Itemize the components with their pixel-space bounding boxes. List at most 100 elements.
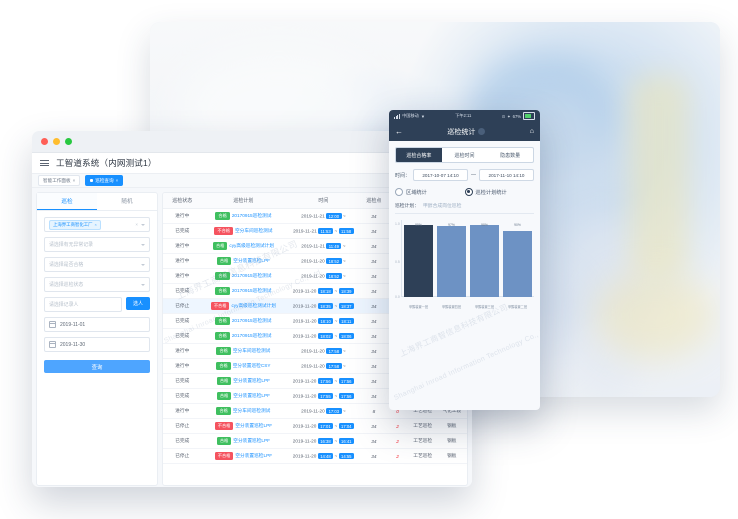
- date-start-input[interactable]: 2019-11-01: [44, 317, 150, 332]
- back-arrow-icon[interactable]: ←: [395, 126, 403, 136]
- cell-time: 2019-11-20 17:58 ~: [285, 358, 362, 374]
- plan-link[interactable]: 空分装置巡检CSY: [232, 363, 271, 368]
- plan-link[interactable]: 空分装置巡检LPF: [233, 438, 270, 443]
- chart-bar: [437, 226, 466, 297]
- status-left: 中国移动 ▼: [394, 113, 425, 119]
- cell-status: 已完成: [163, 388, 202, 404]
- minimize-button[interactable]: [53, 138, 60, 145]
- qualified-select[interactable]: 请选择是否合格: [44, 257, 150, 272]
- segment-inspect-time[interactable]: 巡检时间: [454, 152, 475, 159]
- time-chip: 17:56: [338, 378, 354, 384]
- watermark-text: Shanghai Inroad Information Technology C…: [393, 325, 540, 402]
- plan-link[interactable]: 20170915巡检测试: [231, 333, 272, 338]
- time-start-input[interactable]: 2017-10-07 14:10: [413, 169, 469, 181]
- plan-select-row[interactable]: 巡检计划： 甲醇合成岗位巡检: [395, 202, 534, 214]
- tab-inspection-query[interactable]: 巡检查询 ×: [85, 175, 124, 186]
- plan-link[interactable]: 20170915巡检测试: [231, 213, 272, 218]
- time-end-input[interactable]: 2017-11-10 14:10: [479, 169, 535, 181]
- plan-link[interactable]: 20170915巡检测试: [231, 288, 272, 293]
- tag-remove-icon[interactable]: ×: [94, 222, 97, 227]
- sidebar-tab-inspection[interactable]: 巡检: [37, 193, 97, 210]
- table-row[interactable]: 已完成 合格 空分装置巡检LPF 2019-11-20 16:38 ~ 16:41 34…: [163, 433, 467, 449]
- plan-link[interactable]: 20170915巡检测试: [231, 318, 272, 323]
- search-button[interactable]: 查询: [44, 360, 150, 373]
- photo-blur-blob: [594, 269, 715, 360]
- chart-bar-column[interactable]: 98%: [470, 223, 499, 297]
- battery-icon: [523, 112, 535, 120]
- cell-plan: 合格 20170915巡检测试: [201, 328, 286, 344]
- cell-status: 进行中: [163, 358, 202, 374]
- status-badge: 合格: [215, 317, 230, 325]
- table-row[interactable]: 已停止 不合格 空分装置巡检LPF 2019-11-20 17:01 ~ 17:04 3…: [163, 418, 467, 434]
- date-end-input[interactable]: 2019-11-30: [44, 337, 150, 352]
- time-chip: 18:18: [317, 288, 334, 294]
- cell-points: 34: [361, 328, 387, 344]
- tab-workbench[interactable]: 智能工作面板 ×: [38, 175, 81, 186]
- cell-user: 钢板: [436, 448, 467, 464]
- status-badge: 合格: [216, 257, 232, 265]
- cell-plan: 合格 20170915巡检测试: [201, 208, 286, 224]
- plan-link[interactable]: 空分车间巡检测试: [232, 408, 271, 413]
- signal-bars-icon: [394, 113, 401, 119]
- cell-plan: 合格 空分车间巡检测试: [201, 403, 286, 419]
- plan-link[interactable]: cyy高级巡检测试计划: [229, 243, 274, 248]
- sidebar-tab-random[interactable]: 随机: [121, 199, 133, 205]
- plan-link[interactable]: cyy高级巡检测试计划: [231, 303, 276, 308]
- recorder-input[interactable]: 请选择记录人: [44, 297, 122, 312]
- time-chip: 11:58: [338, 228, 354, 234]
- segment-pass-rate[interactable]: 巡检合格率: [396, 148, 442, 162]
- plan-link[interactable]: 20170915巡检测试: [231, 273, 272, 278]
- chart-bar-column[interactable]: 97%: [437, 223, 466, 297]
- plan-link[interactable]: 空分装置巡检LPF: [235, 423, 273, 428]
- radio-plan-stat[interactable]: 巡检计划统计: [464, 188, 535, 196]
- plan-link[interactable]: 空分车间巡检测试: [234, 228, 273, 233]
- cell-time: 2019-11-20 18:18 ~ 18:39: [285, 283, 362, 299]
- y-tick: 0.5: [395, 260, 400, 264]
- status-select[interactable]: 请选择巡检状态: [44, 277, 150, 292]
- chevron-down-icon: [141, 243, 145, 246]
- plan-link[interactable]: 空分装置巡检LPF: [233, 258, 270, 263]
- time-chip: 16:41: [338, 438, 354, 444]
- radio-area-stat[interactable]: 区域统计: [395, 188, 465, 196]
- close-icon[interactable]: ×: [72, 178, 76, 183]
- status-badge: 合格: [216, 407, 231, 415]
- time-chip: 18:02: [317, 333, 334, 339]
- plan-link[interactable]: 空分装置巡检LPF: [233, 393, 270, 398]
- maximize-button[interactable]: [65, 138, 72, 145]
- phone-title-wrap: 巡检统计: [403, 127, 530, 137]
- radio-icon-selected: [464, 188, 473, 196]
- cell-points: 34: [361, 223, 387, 239]
- info-icon[interactable]: [478, 128, 486, 135]
- cell-plan: 合格 空分装置巡检LPF: [201, 373, 286, 389]
- y-tick: 0.0: [395, 295, 400, 299]
- time-chip: 18:39: [338, 288, 354, 294]
- plan-link[interactable]: 空分装置巡检LPF: [233, 378, 270, 383]
- cell-plan: 合格 空分装置巡检LPF: [201, 433, 286, 449]
- status-badge: 合格: [212, 242, 228, 250]
- status-badge: 不合格: [214, 227, 233, 235]
- cell-points: 34: [361, 418, 387, 434]
- segment-hazard-count[interactable]: 隐患数量: [500, 152, 521, 159]
- time-chip: 16:38: [317, 438, 334, 444]
- clear-icon[interactable]: ×: [135, 222, 138, 227]
- home-icon[interactable]: ⌂: [529, 128, 534, 135]
- plan-link[interactable]: 空分装置巡检LPF: [235, 453, 273, 458]
- time-chip: 18:11: [338, 318, 354, 324]
- cell-type: 工艺巡检: [408, 448, 437, 464]
- cell-time: 2019-11-20 17:58 ~: [285, 343, 362, 359]
- close-button[interactable]: [41, 138, 48, 145]
- abnormal-record-select[interactable]: 请选择有无异常记录: [44, 237, 150, 252]
- hamburger-icon[interactable]: [40, 160, 49, 166]
- time-chip: 17:58: [326, 363, 342, 369]
- pick-person-button[interactable]: 选人: [125, 297, 150, 310]
- factory-select[interactable]: 上海界工商智化工厂 × ×: [44, 217, 150, 232]
- table-row[interactable]: 已停止 不合格 空分装置巡检LPF 2019-11-20 14:48 ~ 14:55 3…: [163, 448, 467, 464]
- chart-bar-column[interactable]: 99%: [404, 223, 433, 297]
- tab-bar: 智能工作面板 × 巡检查询 ×: [32, 174, 472, 188]
- chart-bar-column[interactable]: 90%: [503, 223, 532, 297]
- time-chip: 12:00: [326, 213, 342, 219]
- close-icon[interactable]: ×: [115, 178, 119, 183]
- plan-link[interactable]: 空分车间巡检测试: [232, 348, 271, 353]
- time-chip: 17:58: [326, 348, 342, 354]
- cell-time: 2019-11-21 11:49 ~: [285, 238, 362, 254]
